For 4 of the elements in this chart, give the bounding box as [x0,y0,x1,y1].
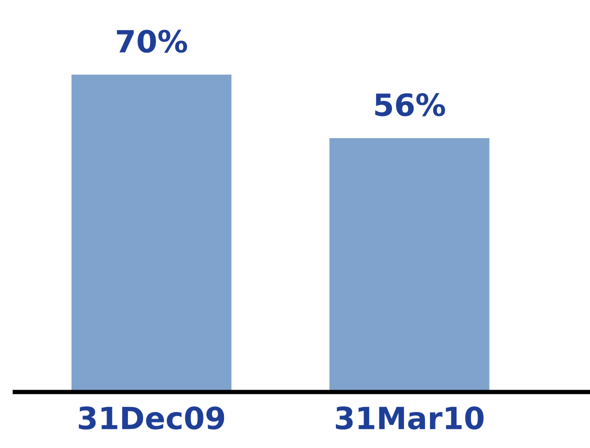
x-tick-label: 31Dec09 [78,406,224,430]
data-label: 56% [375,93,446,116]
x-tick-label: 31Mar10 [336,406,484,430]
data-label: 70% [116,30,188,53]
